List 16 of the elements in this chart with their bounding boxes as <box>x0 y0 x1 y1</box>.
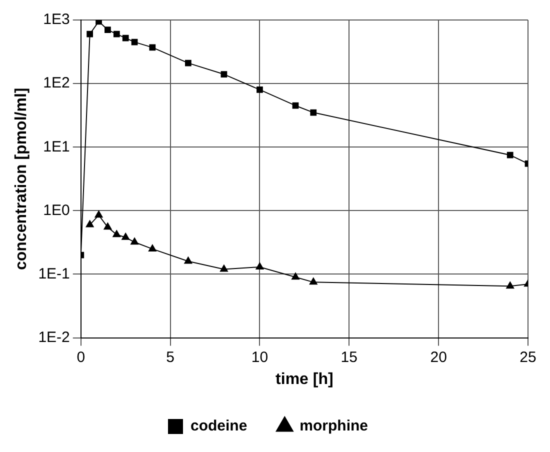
y-axis-title: concentration [pmol/ml] <box>13 88 30 270</box>
x-tick-label: 10 <box>251 348 268 366</box>
legend-label: morphine <box>300 418 368 435</box>
x-tick-label: 20 <box>430 348 447 366</box>
y-tick-label: 1E0 <box>43 202 70 219</box>
x-tick-label: 5 <box>166 348 174 366</box>
x-tick-label: 25 <box>520 348 536 366</box>
y-tick-label: 1E2 <box>43 74 70 92</box>
x-tick-label: 15 <box>340 348 358 366</box>
y-tick-label: 1E1 <box>43 138 70 156</box>
x-axis-title: time [h] <box>276 370 334 388</box>
y-tick-label: 1E3 <box>43 11 70 28</box>
legend-label: codeine <box>190 418 248 435</box>
y-tick-label: 1E-2 <box>38 328 70 346</box>
y-tick-label: 1E-1 <box>38 265 70 282</box>
x-tick-label: 0 <box>76 348 86 366</box>
